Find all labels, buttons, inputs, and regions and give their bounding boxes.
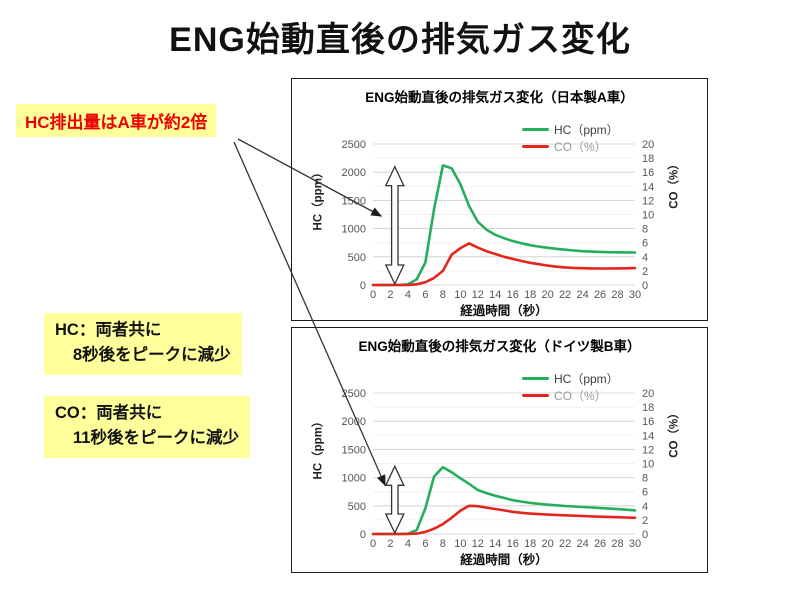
svg-text:4: 4 (405, 289, 411, 301)
legend-item-co: CO（%） (522, 138, 619, 155)
svg-text:14: 14 (489, 289, 501, 301)
svg-text:10: 10 (642, 210, 654, 222)
chart-panel-car-b: ENG始動直後の排気ガス変化（ドイツ製B車） HC（ppm） CO（%） HC（… (291, 327, 708, 573)
svg-text:0: 0 (370, 538, 376, 550)
svg-text:500: 500 (348, 252, 366, 264)
svg-text:16: 16 (642, 416, 654, 428)
svg-text:24: 24 (576, 538, 588, 550)
svg-text:2: 2 (387, 538, 393, 550)
svg-text:6: 6 (422, 538, 428, 550)
co-line-swatch (522, 393, 549, 398)
co-line-swatch (522, 144, 549, 149)
legend-item-co: CO（%） (522, 387, 619, 404)
svg-text:6: 6 (642, 238, 648, 250)
svg-text:2000: 2000 (342, 416, 366, 428)
svg-text:8: 8 (440, 538, 446, 550)
svg-text:22: 22 (559, 289, 571, 301)
svg-text:22: 22 (559, 538, 571, 550)
svg-text:14: 14 (489, 538, 501, 550)
svg-text:10: 10 (642, 459, 654, 471)
svg-text:4: 4 (405, 538, 411, 550)
callout-co-peak-line2: 11秒後をピークに減少 (73, 428, 239, 447)
x-axis-label-car-a: 経過時間（秒） (460, 304, 548, 318)
legend-label-co: CO（%） (554, 389, 607, 403)
svg-text:10: 10 (454, 289, 466, 301)
svg-text:16: 16 (642, 167, 654, 179)
chart-title-car-a: ENG始動直後の排気ガス変化（日本製A車） (365, 90, 634, 105)
legend-item-hc: HC（ppm） (522, 121, 619, 138)
svg-text:28: 28 (611, 538, 623, 550)
svg-text:2: 2 (387, 289, 393, 301)
svg-text:30: 30 (629, 289, 641, 301)
svg-text:1000: 1000 (342, 224, 366, 236)
svg-text:18: 18 (642, 153, 654, 165)
svg-text:26: 26 (594, 538, 606, 550)
svg-text:8: 8 (642, 473, 648, 485)
callout-hc-peak-line1: HC：両者共に (55, 321, 162, 339)
svg-text:12: 12 (642, 444, 654, 456)
svg-text:1000: 1000 (342, 473, 366, 485)
svg-text:2: 2 (642, 266, 648, 278)
svg-text:2000: 2000 (342, 167, 366, 179)
chart-panel-car-a: ENG始動直後の排気ガス変化（日本製A車） HC（ppm） CO（%） HC（p… (291, 78, 708, 321)
hc-line-swatch (522, 376, 549, 381)
svg-text:1500: 1500 (342, 195, 366, 207)
svg-text:6: 6 (642, 487, 648, 499)
svg-text:16: 16 (507, 289, 519, 301)
legend-item-hc: HC（ppm） (522, 370, 619, 387)
svg-text:10: 10 (454, 538, 466, 550)
svg-text:0: 0 (360, 529, 366, 541)
svg-text:16: 16 (507, 538, 519, 550)
svg-text:24: 24 (576, 289, 588, 301)
svg-text:12: 12 (472, 538, 484, 550)
svg-text:8: 8 (642, 224, 648, 236)
svg-text:6: 6 (422, 289, 428, 301)
svg-text:30: 30 (629, 538, 641, 550)
svg-text:500: 500 (348, 501, 366, 513)
svg-text:28: 28 (611, 289, 623, 301)
x-axis-label-car-b: 経過時間（秒） (460, 553, 548, 567)
svg-text:20: 20 (542, 289, 554, 301)
svg-text:20: 20 (642, 139, 654, 151)
callout-co-peak-line1: CO：両者共に (55, 404, 163, 422)
svg-text:12: 12 (472, 289, 484, 301)
svg-text:4: 4 (642, 501, 648, 513)
legend-label-hc: HC（ppm） (554, 372, 619, 386)
legend-car-b: HC（ppm） CO（%） (522, 370, 619, 404)
callout-hc-peak-line2: 8秒後をピークに減少 (73, 345, 231, 364)
svg-text:18: 18 (524, 289, 536, 301)
svg-text:14: 14 (642, 181, 654, 193)
svg-text:0: 0 (642, 529, 648, 541)
legend-car-a: HC（ppm） CO（%） (522, 121, 619, 155)
svg-text:20: 20 (642, 388, 654, 400)
svg-text:20: 20 (542, 538, 554, 550)
svg-text:4: 4 (642, 252, 648, 264)
legend-label-hc: HC（ppm） (554, 123, 619, 137)
svg-text:26: 26 (594, 289, 606, 301)
slide-title: ENG始動直後の排気ガス変化 (169, 21, 631, 59)
svg-text:8: 8 (440, 289, 446, 301)
svg-text:2500: 2500 (342, 388, 366, 400)
hc-line-swatch (522, 127, 549, 132)
svg-text:1500: 1500 (342, 444, 366, 456)
chart-title-car-b: ENG始動直後の排気ガス変化（ドイツ製B車） (358, 339, 641, 354)
callout-hc-peak: HC：両者共に 8秒後をピークに減少 (44, 313, 242, 375)
svg-text:2500: 2500 (342, 139, 366, 151)
svg-text:0: 0 (642, 280, 648, 292)
svg-text:18: 18 (642, 402, 654, 414)
legend-label-co: CO（%） (554, 140, 607, 154)
callout-co-peak: CO：両者共に 11秒後をピークに減少 (44, 396, 250, 458)
svg-text:18: 18 (524, 538, 536, 550)
svg-text:0: 0 (360, 280, 366, 292)
svg-text:2: 2 (642, 515, 648, 527)
svg-text:12: 12 (642, 195, 654, 207)
svg-text:14: 14 (642, 430, 654, 442)
callout-hc-twice: HC排出量はA車が約2倍 (16, 104, 217, 137)
